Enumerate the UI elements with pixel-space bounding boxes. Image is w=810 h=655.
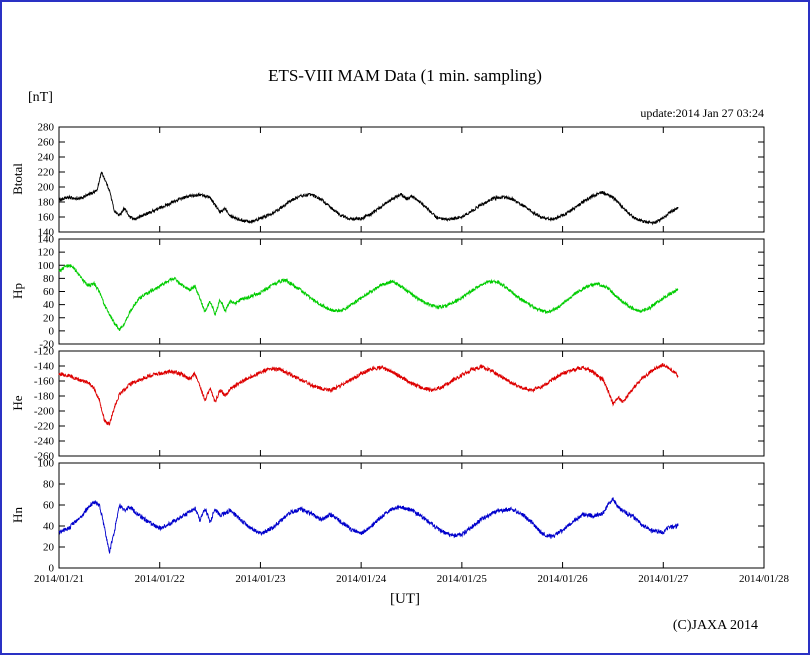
y-tick-label: 100	[38, 260, 55, 272]
y-tick-label: 220	[38, 167, 55, 179]
y-tick-label: -140	[34, 361, 55, 373]
y-tick-label: 180	[38, 197, 55, 209]
x-axis-label: [UT]	[390, 591, 420, 607]
y-tick-label: 160	[38, 212, 55, 224]
x-tick-label: 2014/01/27	[638, 573, 689, 585]
y-tick-label: 120	[38, 247, 55, 259]
y-tick-label: -20	[39, 339, 54, 351]
y-unit-label: [nT]	[28, 90, 53, 105]
y-tick-label: 0	[49, 325, 55, 337]
x-tick-label: 2014/01/23	[235, 573, 286, 585]
series-He	[58, 362, 679, 426]
x-tick-label: 2014/01/28	[739, 573, 790, 585]
y-tick-label: -160	[34, 376, 55, 388]
series-Hn	[58, 497, 679, 555]
y-tick-label: 280	[38, 122, 55, 134]
y-tick-label: 60	[43, 500, 55, 512]
series-Btotal	[58, 171, 679, 226]
y-tick-label: 200	[38, 182, 55, 194]
panel-Btotal: 140 160 180 200 220 240 260 280	[38, 122, 765, 239]
y-tick-label: 80	[43, 273, 55, 285]
update-timestamp: update:2014 Jan 27 03:24	[640, 106, 764, 120]
y-tick-label: 240	[38, 152, 55, 164]
x-tick-label: 2014/01/22	[135, 573, 185, 585]
y-tick-label: 80	[43, 479, 55, 491]
x-tick-label: 2014/01/21	[34, 573, 84, 585]
y-tick-label: -120	[34, 346, 55, 358]
x-tick-label: 2014/01/24	[336, 573, 387, 585]
y-tick-label: -180	[34, 391, 55, 403]
y-tick-label: 260	[38, 137, 55, 149]
y-tick-label: 0	[49, 563, 55, 575]
chart-title: ETS-VIII MAM Data (1 min. sampling)	[268, 66, 542, 85]
y-tick-label: 140	[38, 234, 55, 246]
x-tick-label: 2014/01/25	[437, 573, 488, 585]
y-tick-label: 20	[43, 312, 55, 324]
y-tick-label: -200	[34, 406, 55, 418]
y-tick-label: 40	[43, 299, 55, 311]
y-tick-label: 60	[43, 286, 55, 298]
x-tick-label: 2014/01/26	[538, 573, 589, 585]
panel-He: -260 -240 -220 -200 -180 -160 -140 -120	[34, 346, 765, 463]
copyright-label: (C)JAXA 2014	[672, 618, 758, 633]
y-tick-label: -260	[34, 451, 55, 463]
y-tick-label: -220	[34, 421, 55, 433]
y-tick-label: 100	[38, 458, 55, 470]
y-tick-label: 20	[43, 542, 55, 554]
panel-Hn: 0 20 40 60 80 100 2014/01/21 2014/01/22 2014/01/…	[34, 458, 790, 586]
y-tick-label: -240	[34, 436, 55, 448]
series-Hp	[58, 263, 679, 331]
y-tick-label: 40	[43, 521, 55, 533]
y-tick-label: 140	[38, 227, 55, 239]
